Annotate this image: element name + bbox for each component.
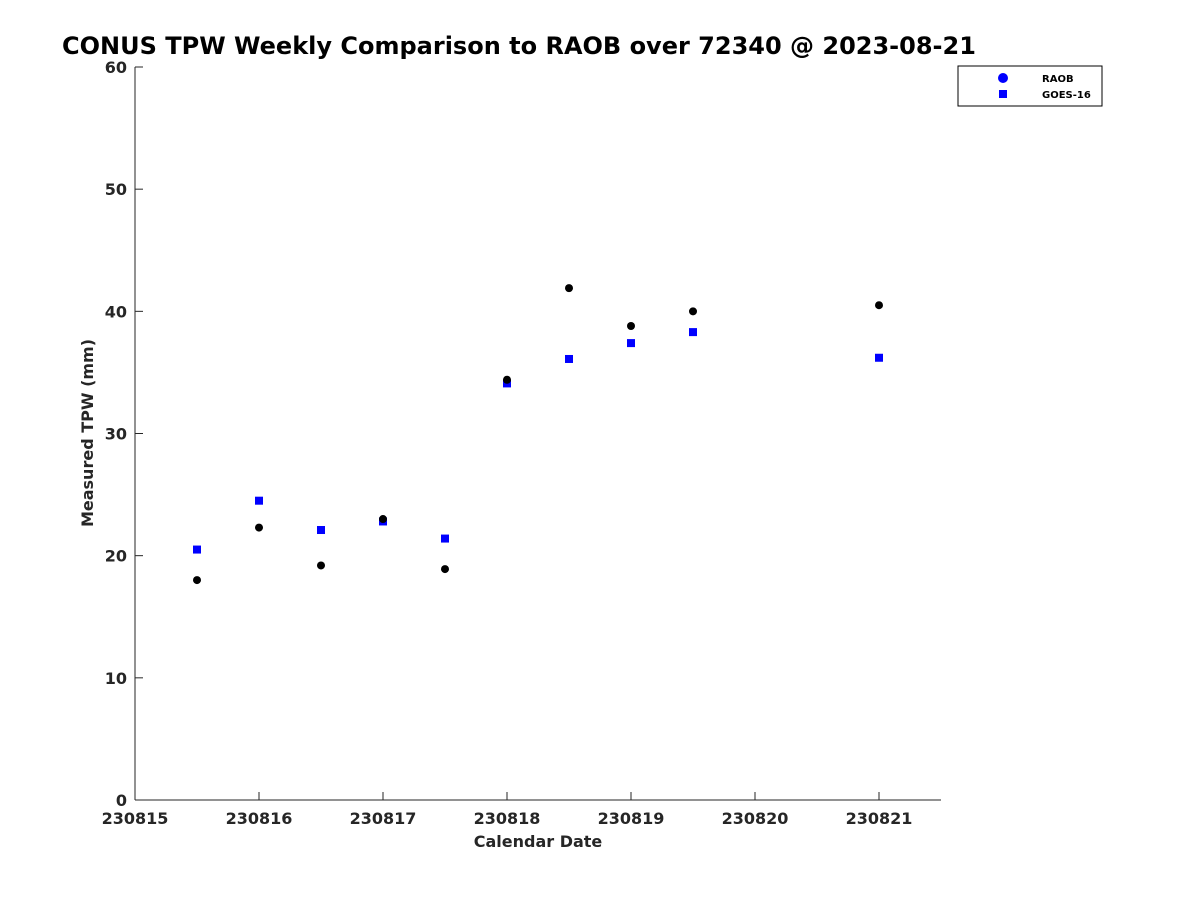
y-tick-label: 10 (105, 669, 127, 688)
legend-marker-goes16 (999, 90, 1007, 98)
data-point-raob (317, 561, 325, 570)
data-point-raob (255, 523, 263, 532)
y-tick-label: 0 (116, 791, 127, 810)
data-point-raob (627, 321, 635, 330)
y-axis-label: Measured TPW (mm) (78, 339, 97, 527)
data-point-raob (441, 565, 449, 574)
y-tick-label: 30 (105, 425, 127, 444)
data-point-goes16 (441, 534, 449, 543)
data-point-raob (689, 307, 697, 316)
data-point-goes16 (193, 545, 201, 554)
x-tick-label: 230819 (598, 809, 665, 828)
series-goes-16 (193, 328, 883, 554)
x-tick-label: 230815 (102, 809, 169, 828)
data-point-raob (875, 301, 883, 310)
data-point-raob (503, 375, 511, 384)
y-tick-label: 50 (105, 180, 127, 199)
legend-box (957, 65, 1103, 107)
data-point-raob (565, 284, 573, 293)
data-point-raob (379, 515, 387, 524)
x-tick-label: 230818 (474, 809, 541, 828)
data-point-goes16 (689, 328, 697, 337)
data-point-goes16 (255, 496, 263, 505)
legend: RAOB GOES-16 (957, 65, 1103, 107)
data-point-raob (193, 576, 201, 585)
legend-label-raob: RAOB (1042, 74, 1074, 85)
x-axis-label: Calendar Date (474, 832, 603, 851)
data-point-goes16 (627, 339, 635, 348)
y-tick-label: 20 (105, 547, 127, 566)
x-tick-label: 230821 (846, 809, 913, 828)
legend-label-goes-16: GOES-16 (1042, 90, 1091, 101)
series-raob (193, 284, 883, 585)
data-point-goes16 (565, 354, 573, 363)
data-point-goes16 (317, 526, 325, 535)
x-tick-label: 230820 (722, 809, 789, 828)
data-point-goes16 (875, 353, 883, 362)
x-tick-label: 230816 (226, 809, 293, 828)
y-tick-label: 60 (105, 58, 127, 77)
legend-marker-raob (998, 73, 1008, 83)
x-tick-label: 230817 (350, 809, 417, 828)
y-tick-label: 40 (105, 302, 127, 321)
plot-area: 0 10 20 30 40 50 60 230815 230816 230817 230818 230… (102, 58, 941, 828)
chart-title: CONUS TPW Weekly Comparison to RAOB over… (62, 32, 976, 60)
